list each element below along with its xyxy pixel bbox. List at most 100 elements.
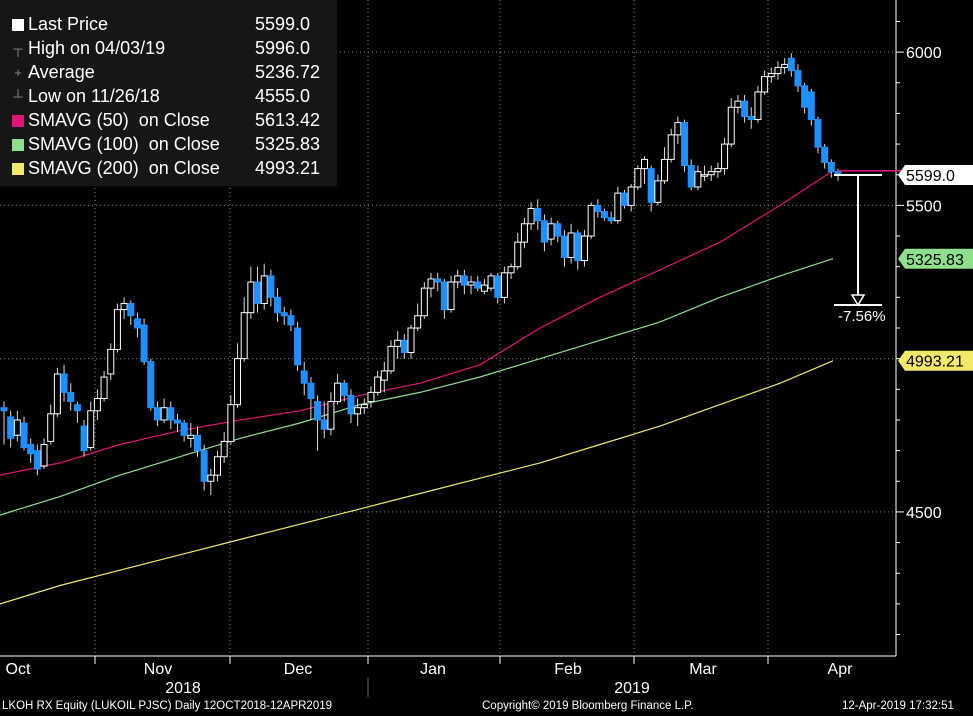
y-tick-label: 6000: [906, 45, 942, 62]
candle: [160, 398, 168, 424]
legend-value: 5613.42: [255, 110, 321, 130]
candle: [113, 303, 121, 353]
footer: LKOH RX Equity (LUKOIL PJSC) Daily 12OCT…: [0, 697, 973, 716]
candle: [254, 266, 262, 313]
candle-body: [434, 278, 442, 283]
candle: [754, 85, 762, 123]
candle: [694, 165, 702, 191]
legend-label: Average: [28, 62, 95, 82]
candle: [320, 401, 328, 439]
candle-body: [500, 272, 508, 298]
candle-body: [47, 413, 55, 442]
sma200-tag: 4993.21: [898, 350, 973, 371]
candle: [173, 413, 181, 433]
candle-body: [547, 223, 555, 240]
candle-body: [727, 106, 735, 145]
candle-body: [801, 85, 809, 108]
candle: [634, 165, 642, 191]
candle: [394, 331, 402, 359]
candle-body: [474, 281, 482, 289]
candle: [520, 217, 528, 249]
candle: [167, 401, 175, 430]
candle-body: [394, 339, 402, 347]
candle: [681, 119, 689, 172]
month-label: Jan: [420, 661, 446, 678]
candle-body: [807, 91, 815, 121]
candle: [80, 419, 88, 457]
candle-body: [87, 410, 95, 449]
candle-body: [400, 339, 408, 354]
sma100-line: [0, 258, 834, 516]
y-tick-label: 4500: [906, 505, 942, 522]
candle: [207, 469, 215, 496]
candle-body: [761, 76, 769, 93]
candle-body: [7, 416, 15, 439]
candle: [340, 380, 348, 402]
candle-body: [387, 345, 395, 372]
legend-label: SMAVG (100) on Close: [28, 134, 220, 154]
candle-body: [307, 382, 315, 400]
candle: [827, 159, 835, 178]
sma100-tag: 5325.83: [898, 248, 973, 269]
candle: [614, 186, 622, 224]
candle: [327, 392, 335, 436]
candle-body: [140, 324, 148, 363]
candle: [480, 278, 488, 295]
candle-body: [234, 358, 242, 406]
y-tick-label: 5500: [906, 198, 942, 215]
candle-body: [520, 223, 528, 243]
legend-row: SMAVG (50) on Close: [12, 108, 210, 132]
candle-body: [100, 376, 108, 400]
candle-body: [340, 382, 348, 396]
candle-body: [200, 450, 208, 482]
candle-body: [240, 312, 248, 360]
candle: [133, 312, 141, 338]
candle: [534, 199, 542, 230]
x-axis: Oct Nov Dec Jan Feb Mar Apr 2018 2019: [0, 655, 896, 697]
candle: [781, 58, 789, 74]
candle-body: [827, 161, 835, 173]
candle: [540, 214, 548, 252]
candle-body: [647, 168, 655, 203]
candle: [187, 423, 195, 448]
legend-row: SMAVG (200) on Close: [12, 156, 220, 180]
candle-body: [227, 404, 235, 442]
candle-body: [747, 115, 755, 121]
candle: [280, 306, 288, 325]
candle: [500, 266, 508, 304]
legend-panel: Last Price 5599.0 ┬ High on 04/03/19 5996.0 +…: [0, 0, 337, 186]
year-label: 2018: [165, 680, 201, 697]
candle: [147, 358, 155, 411]
candle: [7, 410, 15, 448]
candle-body: [420, 287, 428, 317]
candle: [60, 364, 68, 402]
candle: [107, 343, 115, 381]
candle-body: [480, 284, 488, 292]
candle: [620, 190, 628, 209]
candle-body: [274, 296, 282, 314]
candle: [367, 386, 375, 408]
candle-body: [427, 278, 435, 289]
candle-body: [180, 422, 188, 436]
candle-body: [607, 217, 615, 222]
candle-body: [193, 434, 201, 452]
candle-body: [60, 373, 68, 393]
candle: [400, 334, 408, 359]
month-label: Feb: [554, 661, 582, 678]
candle-body: [494, 275, 502, 298]
candle-body: [374, 376, 382, 393]
candle: [274, 288, 282, 322]
candle: [87, 401, 95, 451]
candle: [120, 297, 128, 319]
candle-body: [20, 422, 28, 449]
candle-body: [147, 361, 155, 409]
average-marker-icon: +: [14, 65, 22, 80]
candle: [234, 343, 242, 408]
candle-body: [33, 450, 41, 470]
candle-body: [173, 419, 181, 424]
candle-body: [254, 281, 262, 304]
candle-body: [440, 281, 448, 311]
candle: [727, 98, 735, 148]
candle: [380, 361, 388, 393]
candle: [794, 64, 802, 92]
